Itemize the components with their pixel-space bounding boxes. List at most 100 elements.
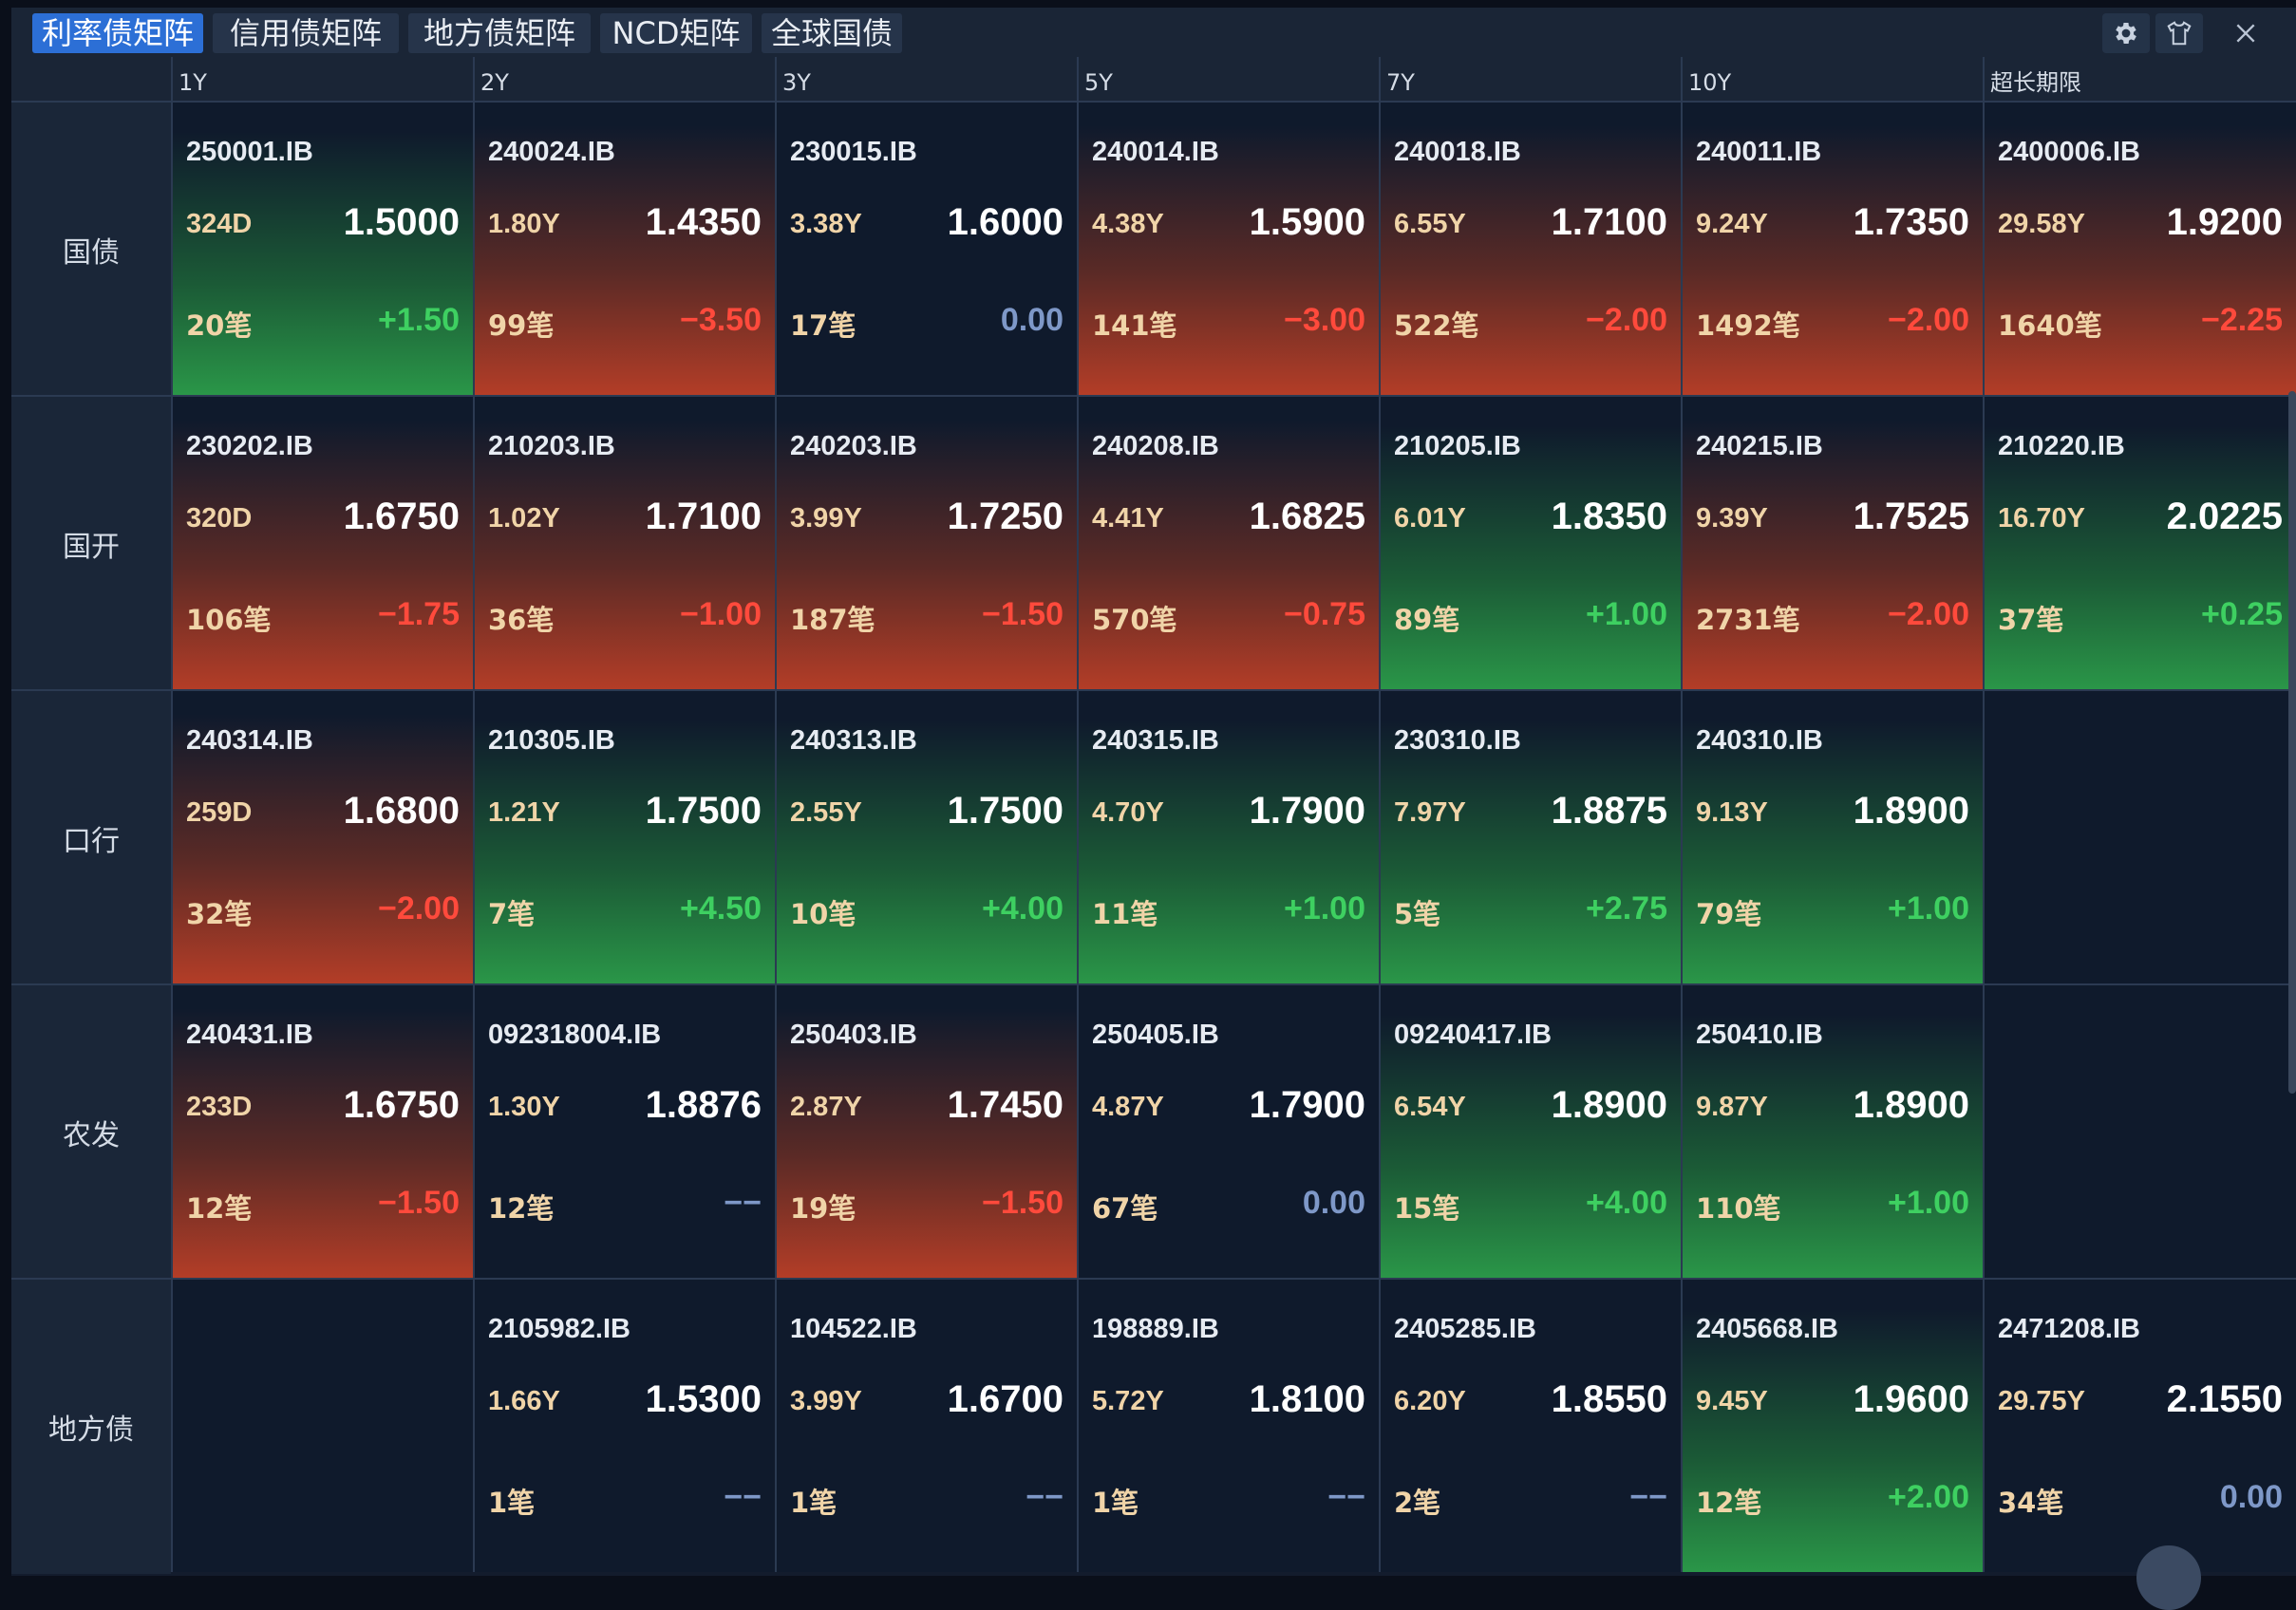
bond-cell[interactable]: 240310.IB 9.13Y 1.8900 79笔 +1.00 — [1681, 689, 1983, 983]
bond-cell[interactable]: 2405668.IB 9.45Y 1.9600 12笔 +2.00 — [1681, 1278, 1983, 1572]
trade-count: 110笔 — [1696, 1192, 1781, 1225]
bond-code: 198889.IB — [1092, 1314, 1219, 1344]
column-header: 超长期限 — [1983, 57, 2296, 101]
bond-tenor: 324D — [186, 209, 253, 239]
bond-tenor: 4.41Y — [1092, 503, 1164, 534]
bond-code: 240024.IB — [488, 137, 615, 167]
yield-change: −− — [1327, 1479, 1365, 1515]
bond-cell[interactable]: 240431.IB 233D 1.6750 12笔 −1.50 — [171, 983, 473, 1278]
trade-count: 99笔 — [488, 309, 555, 342]
bond-code: 092318004.IB — [488, 1020, 662, 1050]
bond-cell[interactable]: 09240417.IB 6.54Y 1.8900 15笔 +4.00 — [1379, 983, 1681, 1278]
bond-yield: 1.7525 — [1853, 496, 1969, 537]
trade-count: 1640笔 — [1998, 309, 2102, 342]
bond-cell[interactable]: 250001.IB 324D 1.5000 20笔 +1.50 — [171, 101, 473, 395]
bond-cell[interactable]: 210205.IB 6.01Y 1.8350 89笔 +1.00 — [1379, 395, 1681, 689]
bond-cell[interactable]: 250405.IB 4.87Y 1.7900 67笔 0.00 — [1077, 983, 1379, 1278]
yield-change: +0.25 — [2200, 596, 2283, 632]
bond-cell[interactable]: 230015.IB 3.38Y 1.6000 17笔 0.00 — [775, 101, 1077, 395]
trade-count: 7笔 — [488, 898, 536, 930]
bond-cell[interactable]: 230202.IB 320D 1.6750 106笔 −1.75 — [171, 395, 473, 689]
bond-tenor: 4.70Y — [1092, 797, 1164, 828]
bond-yield: 2.1550 — [2166, 1378, 2283, 1420]
vertical-scrollbar[interactable] — [2288, 391, 2296, 1094]
bond-tenor: 1.80Y — [488, 209, 560, 239]
bond-cell[interactable]: 250410.IB 9.87Y 1.8900 110笔 +1.00 — [1681, 983, 1983, 1278]
bond-cell[interactable]: 2471208.IB 29.75Y 2.1550 34笔 0.00 — [1983, 1278, 2296, 1572]
bond-tenor: 320D — [186, 503, 253, 534]
trade-count: 570笔 — [1092, 604, 1177, 636]
bond-yield: 1.8900 — [1853, 790, 1969, 832]
row-label: 农发 — [11, 983, 171, 1280]
bond-code: 210205.IB — [1394, 431, 1521, 461]
bond-tenor: 1.02Y — [488, 503, 560, 534]
yield-change: −− — [724, 1185, 762, 1221]
bond-code: 2405668.IB — [1696, 1314, 1838, 1344]
bond-cell[interactable]: 240024.IB 1.80Y 1.4350 99笔 −3.50 — [473, 101, 775, 395]
yield-change: 0.00 — [2219, 1479, 2283, 1515]
row-label: 口行 — [11, 689, 171, 985]
tab-1[interactable]: 信用债矩阵 — [213, 13, 399, 53]
bond-cell[interactable]: 240014.IB 4.38Y 1.5900 141笔 −3.00 — [1077, 101, 1379, 395]
bond-code: 240310.IB — [1696, 725, 1823, 756]
bond-tenor: 1.21Y — [488, 797, 560, 828]
close-button[interactable] — [2222, 13, 2269, 53]
trade-count: 1笔 — [1092, 1487, 1139, 1519]
bond-cell[interactable]: 2405285.IB 6.20Y 1.8550 2笔 −− — [1379, 1278, 1681, 1572]
bond-cell[interactable]: 250403.IB 2.87Y 1.7450 19笔 −1.50 — [775, 983, 1077, 1278]
tab-0[interactable]: 利率债矩阵 — [32, 13, 203, 53]
yield-change: −3.50 — [679, 302, 762, 338]
bond-cell[interactable]: 210220.IB 16.70Y 2.0225 37笔 +0.25 — [1983, 395, 2296, 689]
bond-yield: 1.9600 — [1853, 1378, 1969, 1420]
bond-code: 240313.IB — [790, 725, 917, 756]
bond-code: 2471208.IB — [1998, 1314, 2140, 1344]
bond-cell[interactable]: 092318004.IB 1.30Y 1.8876 12笔 −− — [473, 983, 775, 1278]
column-header: 3Y — [775, 57, 1077, 101]
bond-code: 230202.IB — [186, 431, 313, 461]
bond-cell[interactable]: 198889.IB 5.72Y 1.8100 1笔 −− — [1077, 1278, 1379, 1572]
yield-change: −1.75 — [377, 596, 460, 632]
bond-tenor: 4.38Y — [1092, 209, 1164, 239]
bond-cell[interactable]: 2105982.IB 1.66Y 1.5300 1笔 −− — [473, 1278, 775, 1572]
skin-button[interactable] — [2155, 13, 2203, 53]
trade-count: 36笔 — [488, 604, 555, 636]
bond-cell[interactable]: 104522.IB 3.99Y 1.6700 1笔 −− — [775, 1278, 1077, 1572]
bond-code: 104522.IB — [790, 1314, 917, 1344]
bond-cell[interactable]: 240313.IB 2.55Y 1.7500 10笔 +4.00 — [775, 689, 1077, 983]
tab-3[interactable]: NCD矩阵 — [600, 13, 752, 53]
bond-cell[interactable]: 2400006.IB 29.58Y 1.9200 1640笔 −2.25 — [1983, 101, 2296, 395]
column-header-row: 1Y 2Y 3Y 5Y 7Y 10Y 超长期限 — [11, 57, 2296, 101]
bond-yield: 2.0225 — [2166, 496, 2283, 537]
tab-2[interactable]: 地方债矩阵 — [408, 13, 591, 53]
bond-cell[interactable]: 240215.IB 9.39Y 1.7525 2731笔 −2.00 — [1681, 395, 1983, 689]
bond-cell[interactable]: 230310.IB 7.97Y 1.8875 5笔 +2.75 — [1379, 689, 1681, 983]
bond-yield: 1.7900 — [1249, 1084, 1365, 1126]
bond-cell[interactable]: 210203.IB 1.02Y 1.7100 36笔 −1.00 — [473, 395, 775, 689]
tab-4[interactable]: 全球国债 — [762, 13, 902, 53]
settings-button[interactable] — [2102, 13, 2150, 53]
bond-tenor: 5.72Y — [1092, 1386, 1164, 1416]
bond-cell[interactable]: 240208.IB 4.41Y 1.6825 570笔 −0.75 — [1077, 395, 1379, 689]
trade-count: 106笔 — [186, 604, 272, 636]
bond-cell[interactable]: 240203.IB 3.99Y 1.7250 187笔 −1.50 — [775, 395, 1077, 689]
bond-cell[interactable]: 240314.IB 259D 1.6800 32笔 −2.00 — [171, 689, 473, 983]
bond-yield: 1.5300 — [645, 1378, 762, 1420]
bond-yield: 1.7100 — [1551, 201, 1667, 243]
yield-change: +1.00 — [1283, 890, 1365, 927]
trade-count: 37笔 — [1998, 604, 2064, 636]
floating-action-button[interactable] — [2136, 1545, 2201, 1610]
bond-cell[interactable]: 210305.IB 1.21Y 1.7500 7笔 +4.50 — [473, 689, 775, 983]
bond-tenor: 7.97Y — [1394, 797, 1466, 828]
bond-yield: 1.8350 — [1551, 496, 1667, 537]
bond-cell[interactable]: 240011.IB 9.24Y 1.7350 1492笔 −2.00 — [1681, 101, 1983, 395]
bond-cell[interactable]: 240018.IB 6.55Y 1.7100 522笔 −2.00 — [1379, 101, 1681, 395]
bond-yield: 1.7350 — [1853, 201, 1969, 243]
bond-code: 210220.IB — [1998, 431, 2125, 461]
bond-tenor: 6.55Y — [1394, 209, 1466, 239]
yield-change: +4.50 — [679, 890, 762, 927]
trade-count: 522笔 — [1394, 309, 1479, 342]
bond-cell[interactable]: 240315.IB 4.70Y 1.7900 11笔 +1.00 — [1077, 689, 1379, 983]
bond-code: 240208.IB — [1092, 431, 1219, 461]
trade-count: 32笔 — [186, 898, 253, 930]
column-header: 10Y — [1681, 57, 1983, 101]
